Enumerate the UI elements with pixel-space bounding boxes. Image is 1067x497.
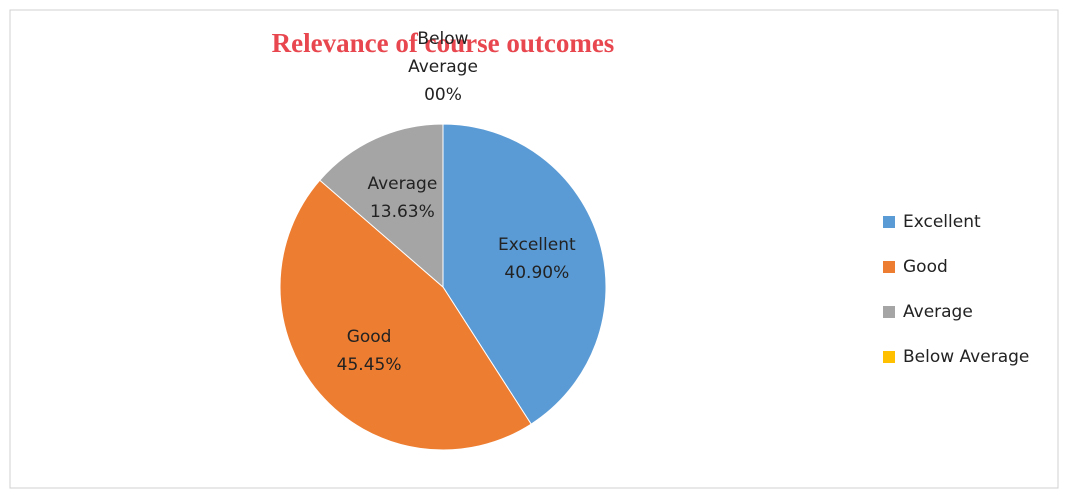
- slice-value: 13.63%: [369, 202, 435, 223]
- slice-category: Average: [367, 174, 438, 195]
- slice-label: Excellent 40.90%: [477, 231, 597, 287]
- slice-category: Below Average: [408, 28, 478, 77]
- legend-swatch: [883, 306, 895, 318]
- legend-label: Average: [903, 302, 973, 322]
- slice-value: 40.90%: [504, 263, 570, 284]
- chart-title: Relevance of course outcomes: [272, 28, 615, 58]
- slice-label: Average 13.63%: [342, 170, 462, 226]
- slice-category: Excellent: [498, 235, 576, 256]
- slice-category: Good: [346, 327, 392, 348]
- legend-swatch: [883, 351, 895, 363]
- slice-value: 45.45%: [336, 355, 402, 376]
- slice-label: Below Average 00%: [383, 25, 503, 109]
- pie-slice: [442, 123, 607, 425]
- legend-label: Below Average: [903, 347, 1029, 367]
- legend-label: Good: [903, 257, 948, 277]
- legend-swatch: [883, 261, 895, 273]
- pie-slice: [319, 123, 444, 289]
- slice-value: 00%: [424, 84, 462, 105]
- pie-slice: [279, 179, 532, 451]
- legend-label: Excellent: [903, 212, 981, 232]
- legend-swatch: [883, 216, 895, 228]
- slice-label: Good 45.45%: [309, 323, 429, 379]
